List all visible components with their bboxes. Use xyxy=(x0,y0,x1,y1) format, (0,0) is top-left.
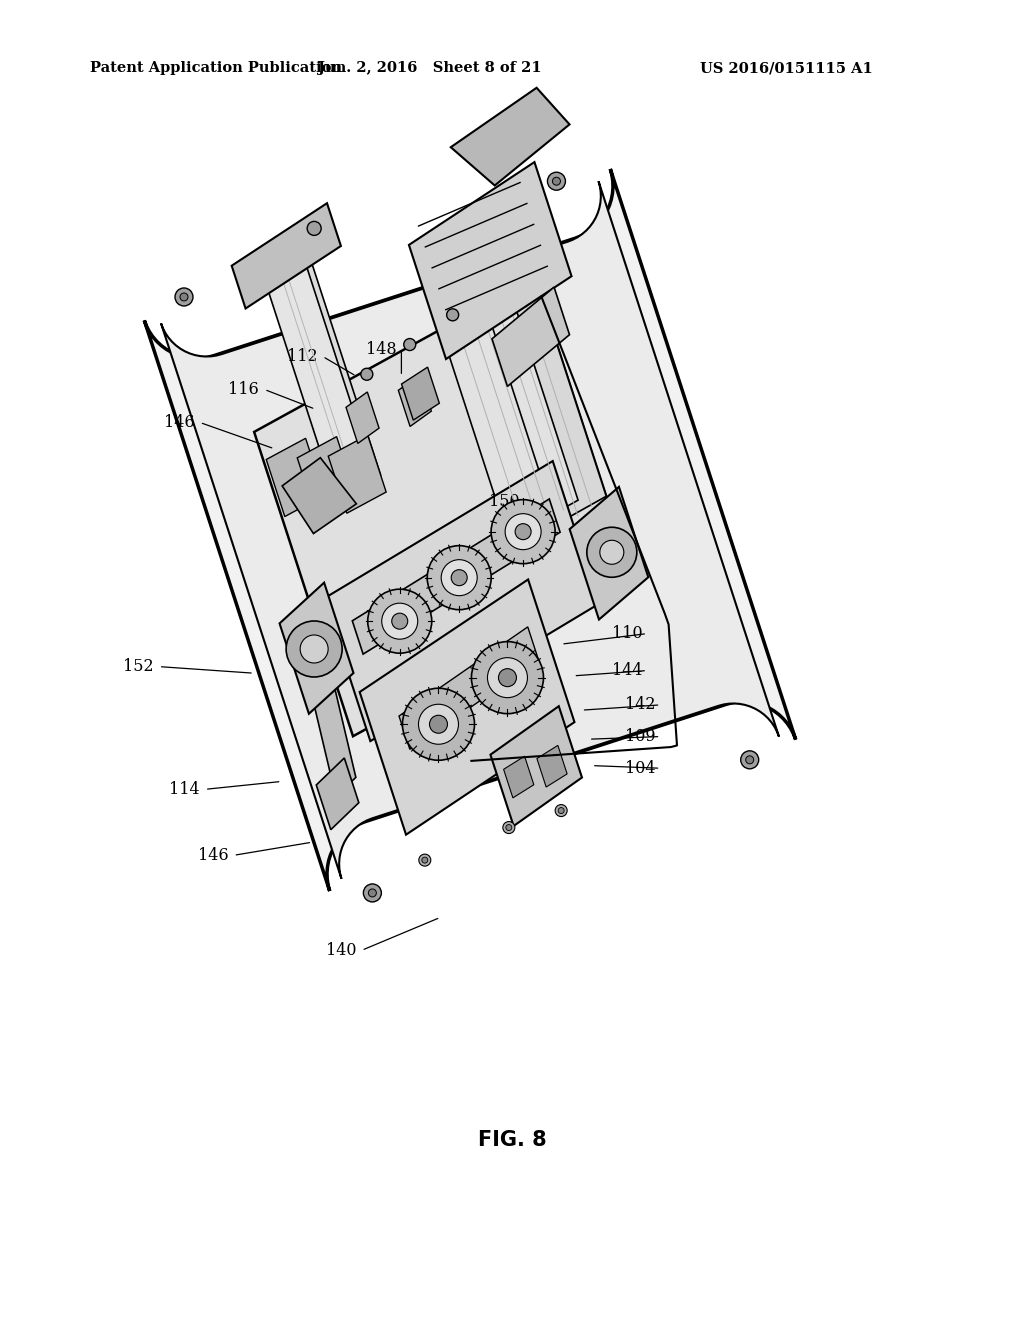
Polygon shape xyxy=(297,437,355,515)
Circle shape xyxy=(286,620,342,677)
Polygon shape xyxy=(283,458,356,533)
Polygon shape xyxy=(463,191,606,521)
Polygon shape xyxy=(504,756,534,797)
Polygon shape xyxy=(231,203,341,309)
Circle shape xyxy=(422,857,428,863)
Polygon shape xyxy=(492,288,569,387)
Text: 152: 152 xyxy=(123,659,154,675)
Text: 110: 110 xyxy=(611,626,642,642)
Polygon shape xyxy=(316,758,358,830)
Circle shape xyxy=(740,751,759,768)
Circle shape xyxy=(471,642,544,714)
Circle shape xyxy=(492,500,555,564)
Circle shape xyxy=(446,309,459,321)
Circle shape xyxy=(175,288,193,306)
Text: 148: 148 xyxy=(366,342,396,358)
Circle shape xyxy=(180,293,188,301)
Polygon shape xyxy=(537,746,567,787)
Circle shape xyxy=(364,884,381,902)
Text: US 2016/0151115 A1: US 2016/0151115 A1 xyxy=(700,61,872,75)
Circle shape xyxy=(553,177,560,185)
Text: 144: 144 xyxy=(611,663,642,678)
Circle shape xyxy=(452,570,467,586)
Text: 109: 109 xyxy=(625,729,655,744)
Circle shape xyxy=(369,888,377,896)
Circle shape xyxy=(300,635,328,663)
Circle shape xyxy=(382,603,418,639)
Polygon shape xyxy=(329,436,386,513)
Circle shape xyxy=(403,338,416,351)
Circle shape xyxy=(368,589,432,653)
Circle shape xyxy=(555,805,567,817)
Text: 146: 146 xyxy=(198,847,228,863)
Text: 142: 142 xyxy=(625,697,655,713)
Polygon shape xyxy=(359,579,574,834)
Polygon shape xyxy=(266,438,325,516)
Circle shape xyxy=(505,513,541,549)
Circle shape xyxy=(487,657,527,698)
Polygon shape xyxy=(307,659,356,796)
Circle shape xyxy=(499,669,516,686)
Circle shape xyxy=(745,756,754,764)
Text: 104: 104 xyxy=(625,760,655,776)
Text: Patent Application Publication: Patent Application Publication xyxy=(90,61,342,75)
Polygon shape xyxy=(254,277,634,737)
Polygon shape xyxy=(451,87,569,186)
Polygon shape xyxy=(399,627,539,750)
Text: Jun. 2, 2016   Sheet 8 of 21: Jun. 2, 2016 Sheet 8 of 21 xyxy=(318,61,542,75)
Circle shape xyxy=(419,705,459,744)
Polygon shape xyxy=(409,162,571,359)
Text: FIG. 8: FIG. 8 xyxy=(477,1130,547,1150)
Polygon shape xyxy=(413,219,550,529)
Circle shape xyxy=(558,808,564,813)
Circle shape xyxy=(506,825,512,830)
Circle shape xyxy=(503,821,515,833)
Circle shape xyxy=(419,854,431,866)
Circle shape xyxy=(548,172,565,190)
Polygon shape xyxy=(490,706,582,826)
Circle shape xyxy=(600,540,624,564)
Text: 140: 140 xyxy=(326,942,356,958)
Polygon shape xyxy=(352,499,560,655)
Text: 150: 150 xyxy=(488,494,519,510)
Text: 114: 114 xyxy=(169,781,200,797)
Circle shape xyxy=(307,222,322,235)
Polygon shape xyxy=(161,181,779,879)
Circle shape xyxy=(429,715,447,733)
Circle shape xyxy=(515,524,531,540)
Circle shape xyxy=(392,614,408,630)
Polygon shape xyxy=(398,375,431,426)
Text: 146: 146 xyxy=(164,414,195,430)
Circle shape xyxy=(587,527,637,577)
Text: 112: 112 xyxy=(287,348,317,364)
Circle shape xyxy=(360,368,373,380)
Polygon shape xyxy=(264,257,374,494)
Text: 116: 116 xyxy=(228,381,259,397)
Polygon shape xyxy=(280,582,353,714)
Circle shape xyxy=(427,545,492,610)
Polygon shape xyxy=(324,461,599,741)
Polygon shape xyxy=(346,392,379,444)
Polygon shape xyxy=(267,248,381,496)
Circle shape xyxy=(441,560,477,595)
Polygon shape xyxy=(569,487,648,619)
Polygon shape xyxy=(401,367,439,420)
Polygon shape xyxy=(438,206,579,525)
Circle shape xyxy=(402,688,474,760)
Polygon shape xyxy=(144,169,796,891)
